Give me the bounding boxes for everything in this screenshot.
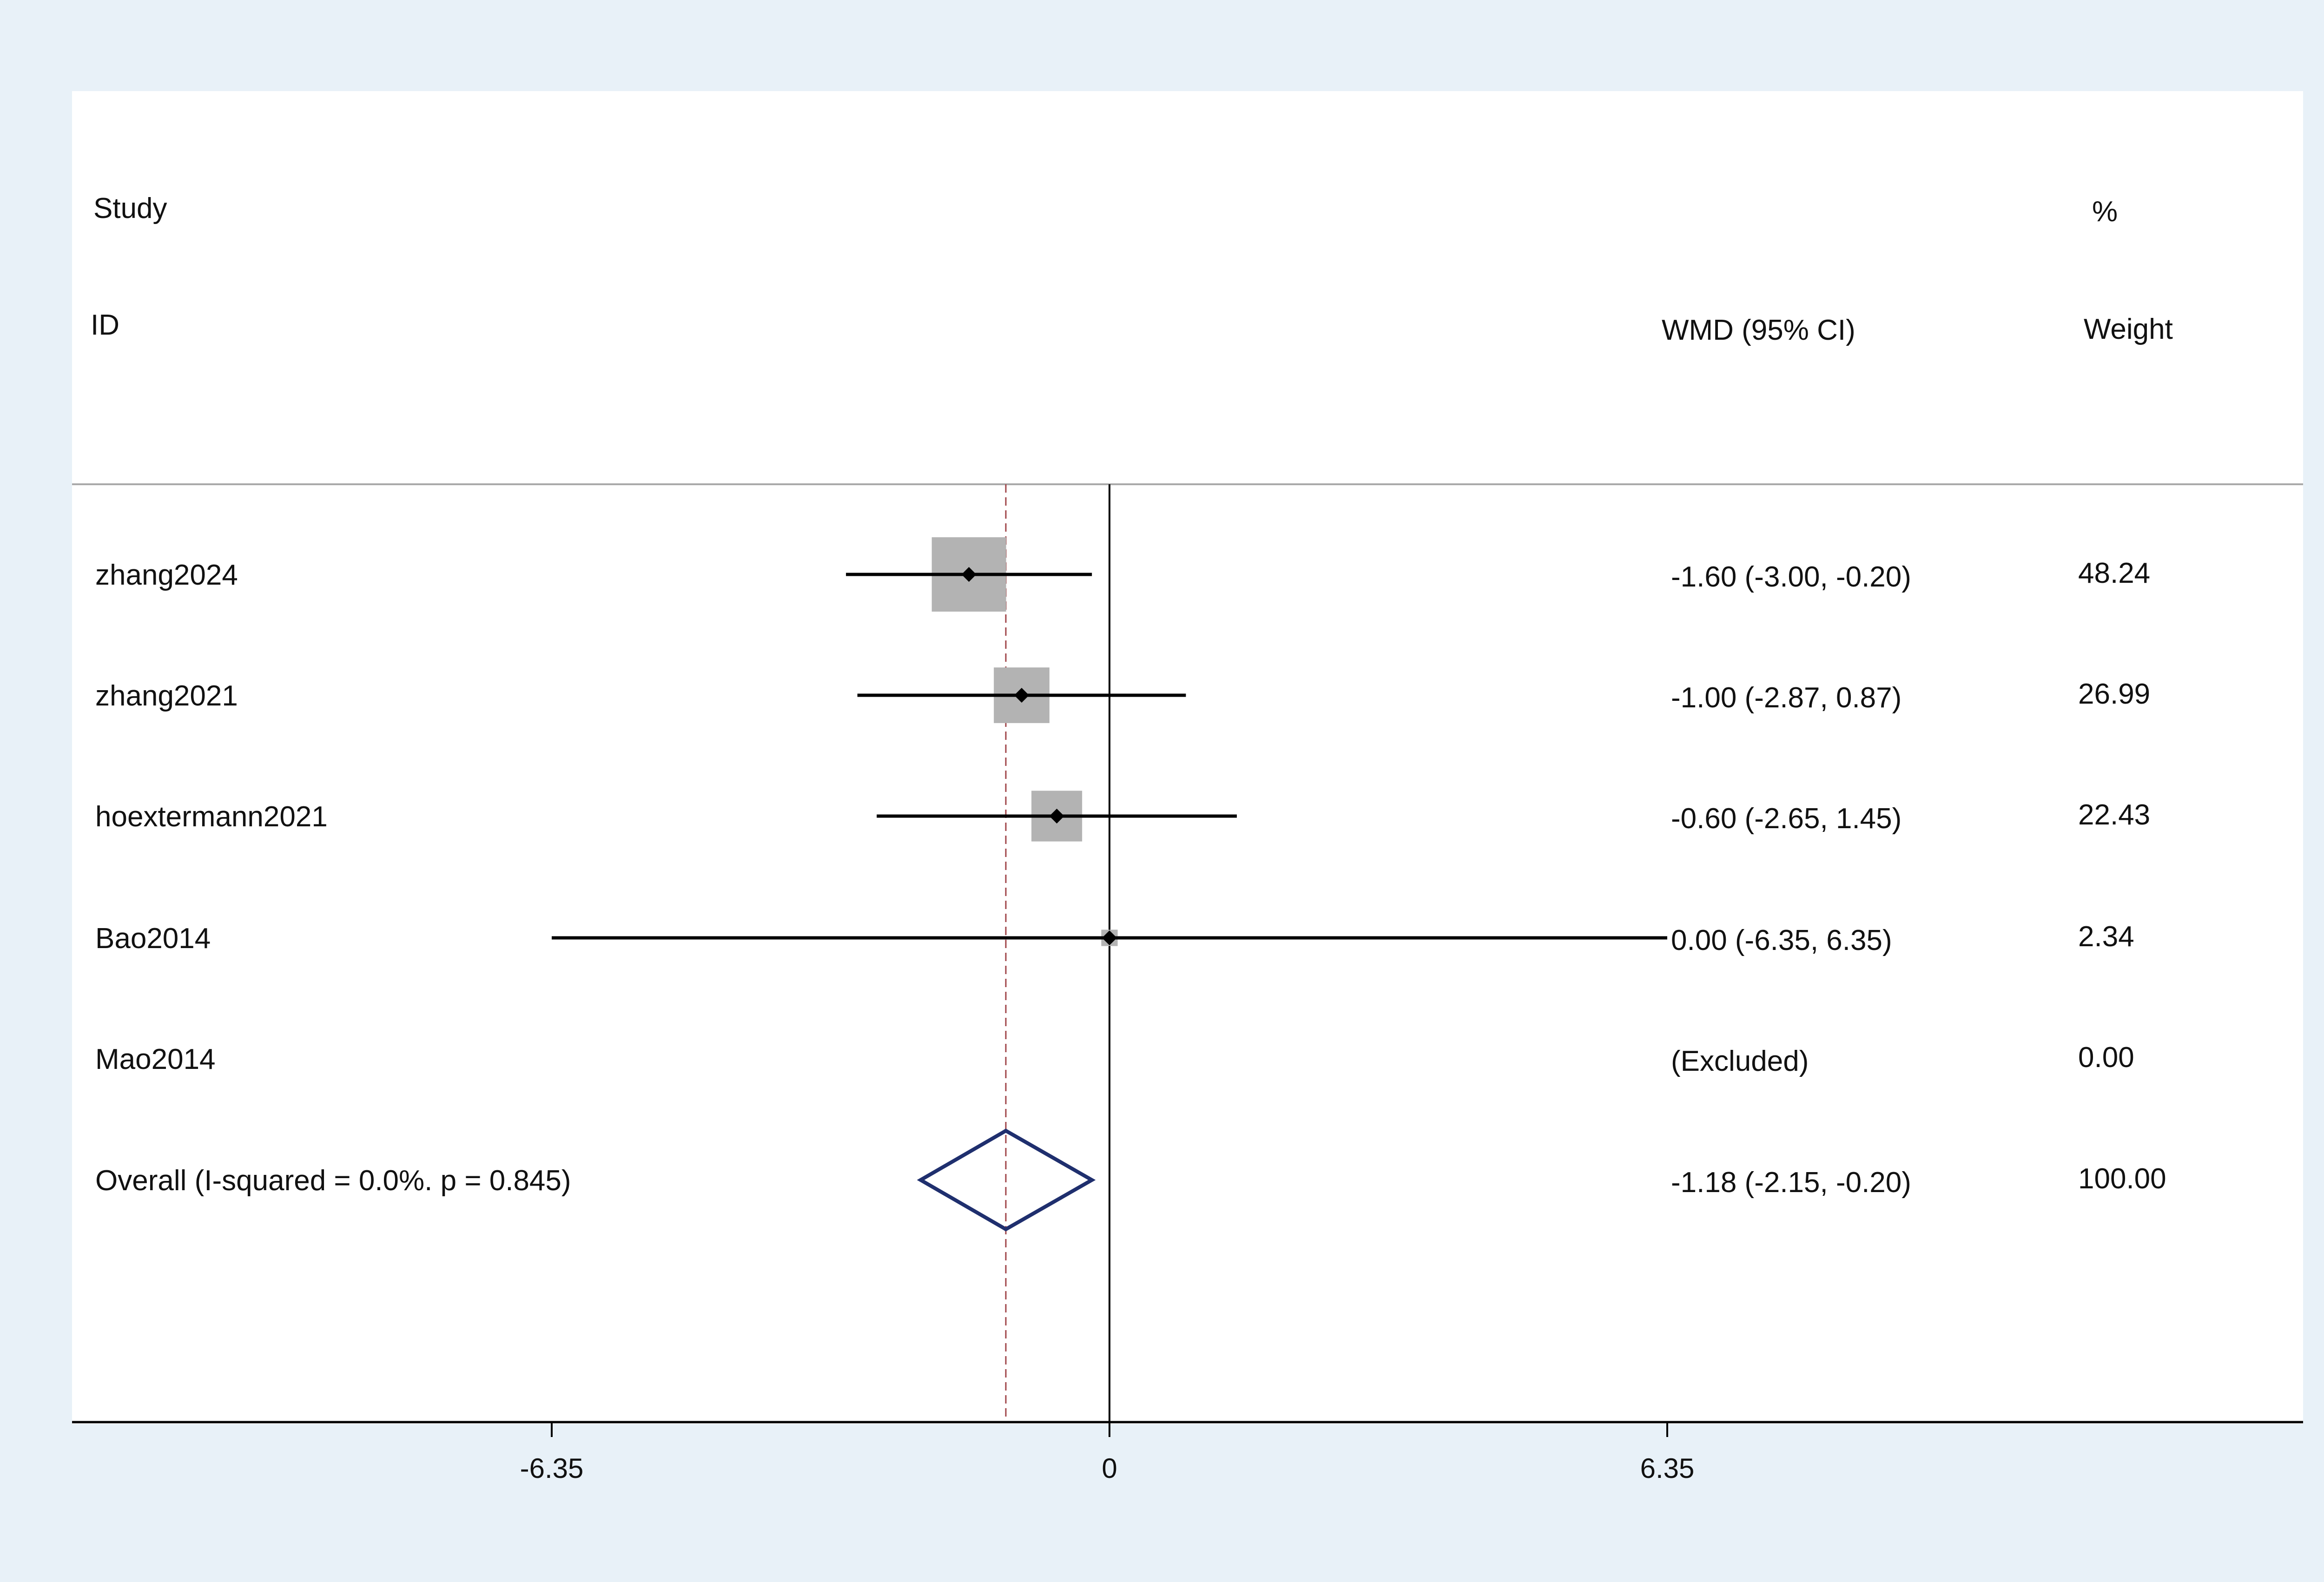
study-weight-text: 2.34 — [2078, 921, 2134, 953]
study-row: Mao2014 (Excluded) 0.00 — [95, 1041, 2134, 1077]
study-ci-text: -1.60 (-3.00, -0.20) — [1671, 561, 1911, 593]
study-row: Bao2014 0.00 (-6.35, 6.35) 2.34 — [95, 921, 2134, 956]
study-weight-text: 22.43 — [2078, 799, 2150, 831]
reference-lines — [1005, 484, 1110, 1422]
x-axis — [72, 1421, 2303, 1424]
study-ci-text: 0.00 (-6.35, 6.35) — [1671, 924, 1892, 956]
study-id-label: Bao2014 — [95, 923, 211, 955]
study-ci-text: -1.00 (-2.87, 0.87) — [1671, 682, 1901, 714]
study-ci-text: (Excluded) — [1671, 1045, 1809, 1077]
x-tick-label: 0 — [1102, 1453, 1117, 1484]
study-point-estimate — [961, 567, 977, 582]
study-header: Study — [93, 192, 167, 224]
study-row: zhang2021 -1.00 (-2.87, 0.87) 26.99 — [95, 667, 2150, 723]
study-point-estimate — [1102, 930, 1117, 945]
forest-plot-panel: Study ID % WMD (95% CI) Weight zhang2024… — [72, 91, 2303, 1424]
overall-label: Overall (I-squared = 0.0%. p = 0.845) — [95, 1165, 571, 1197]
overall-diamond — [917, 1128, 1096, 1232]
study-weight-text: 48.24 — [2078, 557, 2150, 589]
forest-plot: Study ID % WMD (95% CI) Weight zhang2024… — [72, 192, 2303, 1424]
wmd-header: WMD (95% CI) — [1662, 314, 1855, 346]
overall-row: Overall (I-squared = 0.0%. p = 0.845) -1.… — [95, 1128, 2166, 1232]
percent-header: % — [2092, 196, 2118, 228]
study-id-label: zhang2021 — [95, 680, 238, 712]
study-id-label: Mao2014 — [95, 1043, 216, 1075]
overall-weight-text: 100.00 — [2078, 1163, 2166, 1195]
id-header: ID — [91, 309, 119, 341]
study-row: hoextermann2021 -0.60 (-2.65, 1.45) 22.43 — [95, 791, 2150, 842]
study-rows: zhang2024 -1.60 (-3.00, -0.20) 48.24zhang2… — [95, 537, 2150, 1077]
study-ci-text: -0.60 (-2.65, 1.45) — [1671, 803, 1901, 835]
x-tick-label: 6.35 — [1640, 1453, 1695, 1484]
overall-ci-text: -1.18 (-2.15, -0.20) — [1671, 1167, 1911, 1199]
study-point-estimate — [1014, 688, 1030, 703]
study-row: zhang2024 -1.60 (-3.00, -0.20) 48.24 — [95, 537, 2150, 612]
x-tick-label: -6.35 — [520, 1453, 584, 1484]
study-weight-text: 0.00 — [2078, 1041, 2134, 1074]
weight-header: Weight — [2084, 313, 2173, 345]
study-weight-text: 26.99 — [2078, 678, 2150, 710]
study-id-label: hoextermann2021 — [95, 801, 328, 833]
study-point-estimate — [1049, 809, 1064, 824]
study-id-label: zhang2024 — [95, 559, 238, 591]
